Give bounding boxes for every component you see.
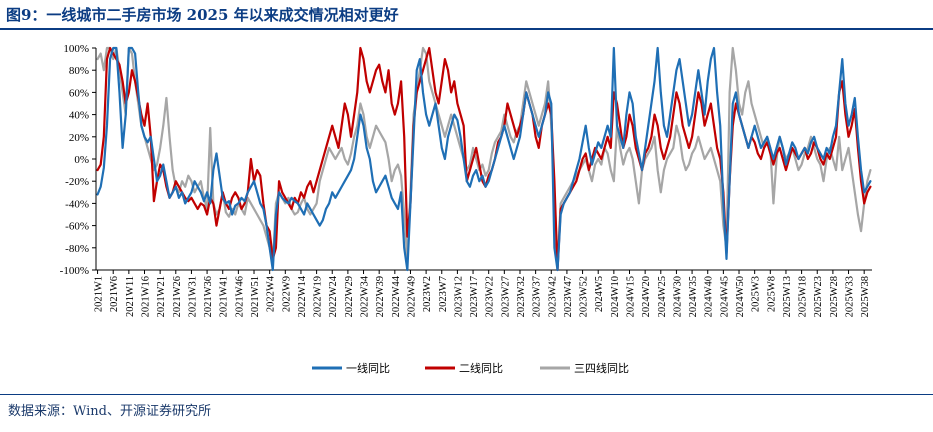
x-tick-label: 2023W2: [422, 276, 433, 312]
x-tick-label: 2021W51: [250, 276, 261, 317]
series-lines: [96, 46, 872, 272]
x-tick-label: 2021W6: [109, 276, 120, 312]
x-tick-label: 2023W47: [563, 276, 574, 317]
x-tick-label: 2022W39: [375, 276, 386, 317]
title-rule: [0, 28, 933, 30]
y-tick-label: 80%: [69, 65, 89, 77]
x-tick-label: 2025W8: [766, 276, 777, 312]
x-tick-label: 2022W14: [297, 275, 308, 317]
y-tick-label: -60%: [65, 221, 89, 233]
series-line-0: [96, 46, 872, 272]
series-line-2: [96, 46, 872, 266]
x-tick-label: 2024W45: [719, 276, 730, 317]
x-tick-label: 2024W15: [626, 276, 637, 317]
y-axis: -100% -80% -60% -40% -20% 0% 20% 40% 60% 80% 100%: [60, 43, 97, 277]
x-tick-label: 2024W10: [610, 276, 621, 317]
x-tick-label: 2022W9: [281, 276, 292, 312]
source-note: 数据来源：Wind、开源证券研究所: [8, 404, 211, 419]
y-tick-label: 20%: [69, 132, 89, 144]
x-tick-label: 2023W12: [453, 276, 464, 317]
x-tick-label: 2021W16: [141, 276, 152, 317]
legend-label-1: 二线同比: [459, 361, 503, 375]
x-tick-label: 2023W7: [438, 276, 449, 312]
figure-title: 图9：一线城市二手房市场 2025 年以来成交情况相对更好: [6, 6, 399, 24]
y-tick-label: 60%: [69, 87, 89, 99]
x-tick-label: 2024W5: [594, 276, 605, 312]
x-tick-label: 2022W19: [313, 276, 324, 317]
x-tick-label: 2023W17: [469, 276, 480, 317]
x-tick-label: 2021W41: [219, 276, 230, 317]
x-axis: 2021W1 2021W6 2021W11 2021W16 2021W21 2021W26…: [94, 269, 872, 317]
x-tick-label: 2025W18: [798, 276, 809, 317]
x-tick-label: 2022W44: [391, 275, 402, 317]
y-tick-label: -80%: [65, 243, 89, 255]
footer-rule: [0, 394, 933, 395]
x-tick-label: 2024W20: [641, 276, 652, 317]
x-tick-label: 2023W22: [485, 276, 496, 317]
x-tick-label: 2022W24: [328, 275, 339, 317]
x-tick-label: 2021W31: [187, 276, 198, 317]
legend: 一线同比 二线同比 三四线同比: [312, 361, 629, 375]
x-tick-label: 2025W3: [751, 276, 762, 312]
x-tick-label: 2022W49: [406, 276, 417, 317]
x-tick-label: 2024W25: [657, 276, 668, 317]
x-tick-label: 2023W32: [516, 276, 527, 317]
x-tick-label: 2021W21: [156, 276, 167, 317]
series-line-1: [96, 46, 872, 272]
y-tick-label: -100%: [60, 265, 89, 277]
x-tick-label: 2021W36: [203, 276, 214, 317]
x-tick-label: 2024W35: [688, 276, 699, 317]
x-tick-label: 2021W11: [125, 276, 136, 317]
x-tick-label: 2025W13: [782, 276, 793, 317]
y-tick-label: 40%: [69, 110, 89, 122]
y-tick-label: 100%: [63, 43, 89, 55]
legend-label-0: 一线同比: [346, 361, 390, 375]
x-tick-label: 2021W26: [172, 276, 183, 317]
y-tick-label: -40%: [65, 198, 89, 210]
y-tick-label: -20%: [65, 176, 89, 188]
x-tick-label: 2023W52: [579, 276, 590, 317]
x-tick-label: 2023W42: [547, 276, 558, 317]
line-chart: -100%-80%-60%-40%-20%0%20%40%60%80%100% …: [60, 43, 872, 375]
x-tick-label: 2021W1: [94, 276, 105, 312]
x-tick-label: 2023W37: [532, 276, 543, 317]
x-tick-label: 2024W50: [735, 276, 746, 317]
x-tick-label: 2024W40: [704, 276, 715, 317]
x-tick-label: 2022W29: [344, 276, 355, 317]
x-tick-label: 2021W46: [234, 276, 245, 317]
x-tick-label: 2025W33: [845, 276, 856, 317]
x-tick-label: 2022W4: [266, 275, 277, 312]
x-tick-label: 2023W27: [500, 276, 511, 317]
legend-label-2: 三四线同比: [574, 361, 629, 375]
x-tick-label: 2024W30: [672, 276, 683, 317]
y-tick-label: 0%: [74, 154, 89, 166]
x-tick-label: 2025W28: [829, 276, 840, 317]
x-tick-label: 2025W38: [860, 276, 871, 317]
x-tick-label: 2022W34: [360, 275, 371, 317]
x-tick-label: 2025W23: [813, 276, 824, 317]
